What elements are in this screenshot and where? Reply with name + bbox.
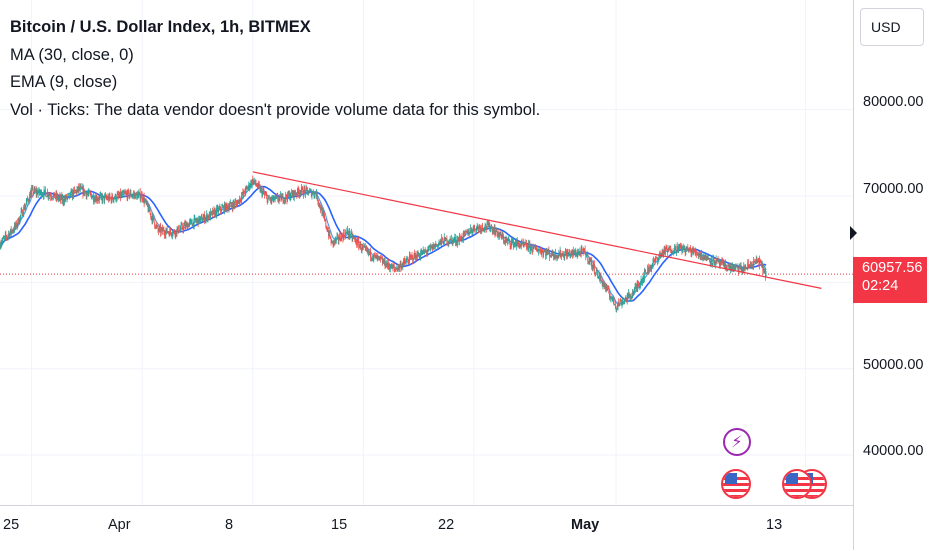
symbol-title[interactable]: Bitcoin / U.S. Dollar Index, 1h, BITMEX bbox=[10, 14, 540, 42]
scroll-right-icon[interactable] bbox=[850, 226, 857, 240]
candle bbox=[561, 255, 562, 260]
candle bbox=[716, 258, 717, 263]
y-tick-label: 40000.00 bbox=[863, 443, 923, 459]
candle bbox=[766, 271, 767, 277]
y-tick-label: 50000.00 bbox=[863, 357, 923, 373]
flash-icon[interactable]: ⚡ bbox=[723, 428, 751, 456]
candle bbox=[102, 194, 103, 204]
ema-line bbox=[0, 183, 766, 304]
candle bbox=[474, 225, 475, 233]
candle bbox=[594, 260, 595, 274]
last-price-value: 60957.56 bbox=[862, 257, 927, 276]
candle bbox=[345, 229, 346, 239]
candle bbox=[358, 238, 359, 251]
x-tick-label: 22 bbox=[438, 517, 454, 533]
trendline bbox=[253, 172, 822, 289]
candle bbox=[110, 193, 111, 201]
candle bbox=[313, 189, 314, 195]
x-tick-label: 13 bbox=[766, 517, 782, 533]
us-flag-icon[interactable] bbox=[782, 469, 812, 499]
bar-countdown: 02:24 bbox=[862, 276, 927, 294]
last-price-tag: 60957.56 02:24 bbox=[853, 257, 927, 303]
x-tick-label: May bbox=[571, 517, 599, 533]
chart-legend: Bitcoin / U.S. Dollar Index, 1h, BITMEX … bbox=[10, 14, 540, 124]
x-tick-label: 25 bbox=[3, 517, 19, 533]
candle bbox=[435, 241, 436, 251]
y-tick-label: 80000.00 bbox=[863, 94, 923, 110]
candle bbox=[533, 244, 534, 249]
candle bbox=[25, 205, 26, 211]
us-flag-icon[interactable] bbox=[721, 469, 751, 499]
y-tick-label: 70000.00 bbox=[863, 181, 923, 197]
ema-indicator-label[interactable]: EMA (9, close) bbox=[10, 69, 540, 97]
candle bbox=[33, 185, 34, 198]
x-tick-label: Apr bbox=[108, 517, 131, 533]
x-tick-label: 15 bbox=[331, 517, 347, 533]
ma-indicator-label[interactable]: MA (30, close, 0) bbox=[10, 42, 540, 70]
volume-indicator-label[interactable]: Vol · Ticks: The data vendor doesn't pro… bbox=[10, 97, 540, 125]
x-tick-label: 8 bbox=[225, 517, 233, 533]
candle bbox=[112, 194, 113, 200]
candle bbox=[129, 195, 130, 199]
currency-button[interactable]: USD bbox=[860, 8, 924, 46]
candle bbox=[735, 263, 736, 270]
candle bbox=[601, 272, 602, 281]
candle bbox=[191, 219, 192, 224]
ma-line bbox=[0, 187, 766, 301]
candle bbox=[167, 225, 168, 233]
